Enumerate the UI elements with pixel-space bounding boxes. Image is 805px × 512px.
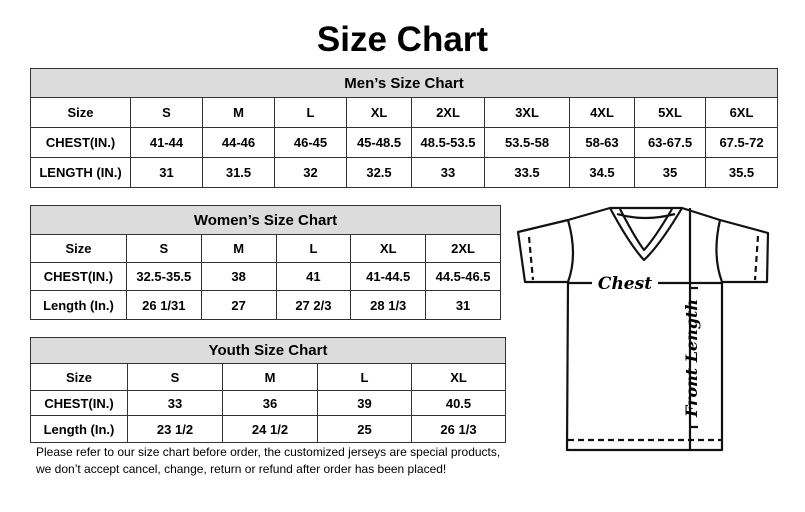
note-line: we don’t accept cancel, change, return o…	[36, 462, 447, 476]
table-cell: 48.5-53.5	[411, 127, 485, 158]
table-cell: 45-48.5	[346, 127, 412, 158]
youth-size-table: Youth Size Chart Size S M L XL CHEST(IN.) 33 36…	[30, 337, 506, 443]
chest-label: Chest	[598, 274, 652, 294]
table-cell: 46-45	[274, 127, 347, 158]
order-note: Please refer to our size chart before or…	[36, 444, 500, 478]
table-cell: 38	[200, 262, 277, 291]
table-cell: 6XL	[705, 97, 778, 128]
front-length-label: Front Length	[682, 299, 701, 418]
row-label: CHEST(IN.)	[30, 262, 127, 291]
table-cell: XL	[346, 97, 412, 128]
table-cell: 32	[274, 157, 347, 188]
womens-size-table: Women’s Size Chart Size S M L XL 2XL CHEST(IN.…	[30, 205, 501, 320]
womens-table-heading: Women’s Size Chart	[30, 205, 501, 235]
table-cell: 67.5-72	[705, 127, 778, 158]
table-row: Size S M L XL	[30, 363, 506, 391]
row-label: CHEST(IN.)	[30, 390, 128, 416]
table-cell: 35.5	[705, 157, 778, 188]
table-cell: 40.5	[411, 390, 506, 416]
table-cell: L	[317, 363, 412, 391]
table-cell: M	[202, 97, 275, 128]
table-cell: M	[222, 363, 318, 391]
row-label: CHEST(IN.)	[30, 127, 131, 158]
note-line: Please refer to our size chart before or…	[36, 445, 501, 459]
table-cell: 33.5	[484, 157, 570, 188]
table-cell: 44-46	[202, 127, 275, 158]
table-cell: 32.5-35.5	[125, 262, 202, 291]
table-cell: 24 1/2	[222, 415, 318, 443]
row-label: LENGTH (IN.)	[30, 157, 131, 188]
table-cell: 63-67.5	[634, 127, 706, 158]
table-cell: S	[130, 97, 203, 128]
table-cell: XL	[411, 363, 506, 391]
table-row: CHEST(IN.) 41-44 44-46 46-45 45-48.5 48.5-53.…	[30, 127, 778, 158]
table-cell: 26 1/3	[411, 415, 506, 443]
page-title: Size Chart	[316, 20, 489, 59]
table-cell: 28 1/3	[350, 290, 427, 320]
table-cell: 53.5-58	[484, 127, 570, 158]
table-cell: S	[127, 363, 223, 391]
table-row: Length (In.) 26 1/31 27 27 2/3 28 1/3 31	[30, 290, 501, 320]
table-row: Length (In.) 23 1/2 24 1/2 25 26 1/3	[30, 415, 506, 443]
table-cell: 27 2/3	[275, 290, 352, 320]
table-cell: 26 1/31	[125, 290, 202, 320]
table-cell: 34.5	[569, 157, 635, 188]
table-cell: 25	[317, 415, 412, 443]
row-label: Length (In.)	[30, 415, 128, 443]
row-label: Length (In.)	[30, 290, 127, 320]
table-row: LENGTH (IN.) 31 31.5 32 32.5 33 33.5 34.5 35 35.5	[30, 157, 778, 188]
table-cell: 5XL	[634, 97, 706, 128]
row-label: Size	[30, 234, 127, 263]
table-cell: 31.5	[202, 157, 275, 188]
table-cell: 31	[130, 157, 203, 188]
table-cell: 36	[222, 390, 318, 416]
table-row: CHEST(IN.) 33 36 39 40.5	[30, 390, 506, 416]
table-cell: L	[274, 97, 347, 128]
table-cell: M	[200, 234, 277, 263]
mens-table-heading: Men’s Size Chart	[30, 68, 778, 98]
table-cell: 2XL	[425, 234, 501, 263]
table-cell: 35	[634, 157, 706, 188]
table-cell: 33	[411, 157, 485, 188]
table-cell: S	[125, 234, 202, 263]
mens-size-table: Men’s Size Chart Size S M L XL 2XL 3XL 4XL 5XL 6X…	[30, 68, 778, 188]
table-cell: 31	[425, 290, 501, 320]
